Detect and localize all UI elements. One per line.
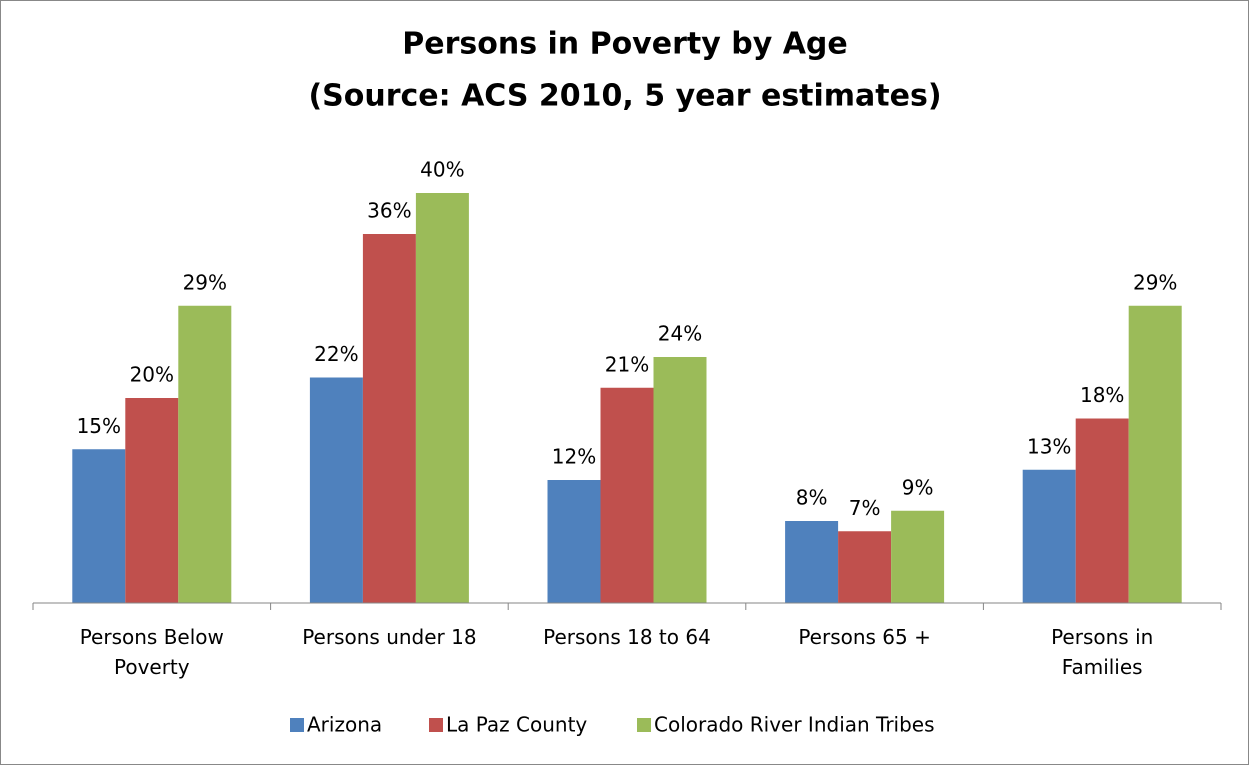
bar [415, 193, 469, 603]
x-tick-label-box: Persons in Families [1051, 625, 1154, 679]
bar [653, 357, 707, 603]
x-tick-label: Persons Below Poverty [79, 625, 224, 679]
data-label: 13% [1027, 434, 1071, 458]
data-label: 29% [1133, 270, 1177, 294]
data-label: 29% [183, 270, 227, 294]
data-label: 12% [552, 445, 596, 469]
bar [72, 449, 126, 603]
x-tick-label: Persons 18 to 64 [543, 625, 711, 649]
legend-label: Arizona [307, 713, 382, 737]
data-label: 36% [367, 199, 411, 223]
data-label: 40% [420, 158, 464, 182]
data-label: 24% [658, 322, 702, 346]
bar [1128, 305, 1182, 603]
data-label: 20% [130, 363, 174, 387]
x-tick-label-box: Persons under 18 [302, 625, 477, 649]
bar [178, 305, 232, 603]
data-label: 22% [314, 342, 358, 366]
bar [891, 510, 945, 603]
legend-label: Colorado River Indian Tribes [654, 713, 935, 737]
data-label: 15% [77, 414, 121, 438]
bar [600, 387, 654, 603]
x-tick-label-box: Persons 65 + [798, 625, 931, 649]
x-tick-label: Persons in Families [1051, 625, 1154, 679]
chart-title: Persons in Poverty by Age [402, 27, 848, 62]
bar [785, 521, 839, 603]
x-tick-label-box: Persons 18 to 64 [543, 625, 711, 649]
legend-swatch [429, 718, 443, 732]
data-label: 18% [1080, 383, 1124, 407]
legend-swatch [290, 718, 304, 732]
bar [309, 377, 363, 603]
bar [125, 398, 179, 603]
chart-subtitle: (Source: ACS 2010, 5 year estimates) [308, 79, 941, 114]
data-label: 9% [902, 475, 934, 499]
bar [362, 234, 416, 603]
x-tick-label: Persons 65 + [798, 625, 931, 649]
bar [1022, 469, 1076, 603]
legend-swatch [637, 718, 651, 732]
data-label: 8% [796, 486, 828, 510]
x-tick-label: Persons under 18 [302, 625, 477, 649]
bar [547, 480, 601, 603]
data-label: 21% [605, 352, 649, 376]
bar [1075, 418, 1129, 603]
legend-label: La Paz County [446, 713, 587, 737]
x-tick-label-box: Persons Below Poverty [79, 625, 224, 679]
data-label: 7% [849, 496, 881, 520]
bar [838, 531, 892, 603]
